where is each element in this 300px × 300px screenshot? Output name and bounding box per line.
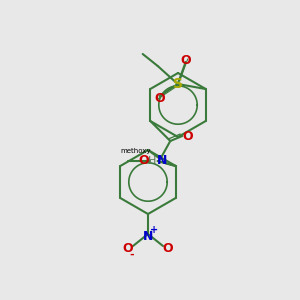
Text: S: S	[173, 77, 183, 91]
Text: -: -	[130, 250, 134, 260]
Text: H: H	[148, 156, 157, 166]
Text: O: O	[123, 242, 133, 256]
Text: +: +	[150, 225, 158, 235]
Text: methoxy: methoxy	[121, 148, 151, 154]
Text: O: O	[163, 242, 173, 256]
Text: N: N	[143, 230, 153, 242]
Text: O: O	[182, 130, 193, 142]
Text: O: O	[154, 92, 165, 104]
Text: N: N	[157, 154, 167, 167]
Text: O: O	[138, 154, 149, 167]
Text: O: O	[180, 53, 191, 67]
